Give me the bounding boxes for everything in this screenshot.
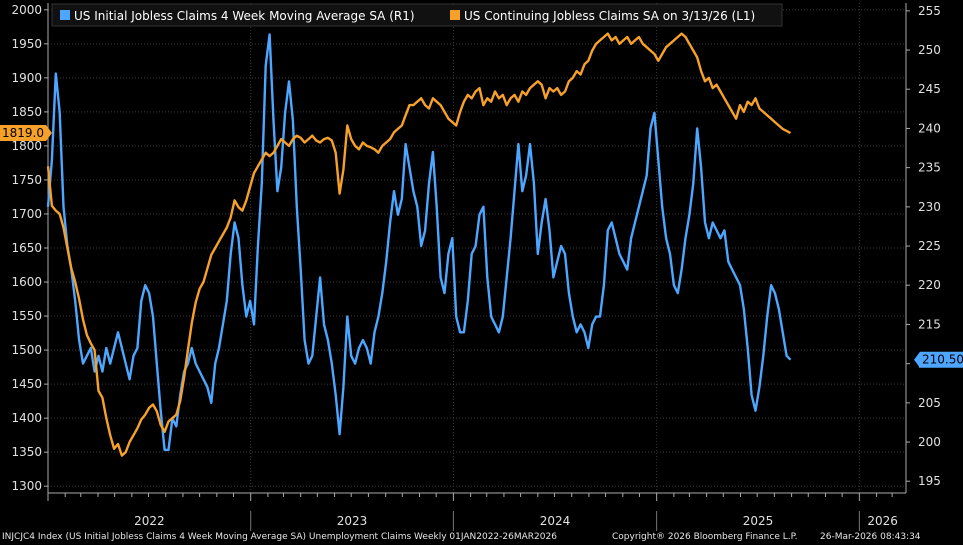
left-tick-label: 1750 [11,173,42,187]
right-last-value-text: 210.500 [922,353,963,367]
chart-svg: 1300 1350 1400 1450 1500 1550 1600 1650 1700 1750… [0,3,963,531]
year-label: 2024 [540,514,571,528]
right-tick-label: 225 [918,239,941,253]
left-tick-label: 1450 [11,377,42,391]
footer-source-text: INJCJC4 Index (US Initial Jobless Claims… [2,532,557,542]
year-label: 2026 [867,514,898,528]
right-tick-label: 235 [918,161,941,175]
left-last-value-pointer [46,124,52,141]
footer-bar: INJCJC4 Index (US Initial Jobless Claims… [0,531,963,545]
legend-label-continuing: US Continuing Jobless Claims SA on 3/13/… [464,9,755,23]
left-tick-label: 1900 [11,71,42,85]
right-tick-label: 220 [918,278,941,292]
right-tick-label: 250 [918,43,941,57]
right-tick-label: 200 [918,435,941,449]
initial-claims-line [46,33,792,452]
continuing-claims-line [46,32,792,457]
left-tick-label: 1500 [11,343,42,357]
footer-copyright: Copyright® 2026 Bloomberg Finance L.P. [612,532,798,542]
left-tick-label: 1600 [11,275,42,289]
right-tick-label: 195 [918,474,941,488]
right-tick-label: 255 [918,4,941,18]
right-tick-label: 240 [918,121,941,135]
left-tick-label: 1300 [11,479,42,493]
legend-label-initial: US Initial Jobless Claims 4 Week Moving … [74,9,415,23]
legend-box [51,3,783,27]
right-last-value-badge [914,351,963,368]
legend-swatch-initial [60,10,70,20]
left-tick-label: 1950 [11,37,42,51]
left-tick-label: 1800 [11,139,42,153]
left-tick-label: 1550 [11,309,42,323]
left-tick-label: 1700 [11,207,42,221]
footer-timestamp: 26-Mar-2026 08:43:34 [820,532,921,542]
year-label: 2022 [134,514,165,528]
right-tick-label: 245 [918,82,941,96]
right-tick-label: 205 [918,396,941,410]
left-last-value-badge [0,124,46,141]
left-tick-label: 1400 [11,411,42,425]
left-tick-label: 1850 [11,105,42,119]
right-tick-label: 230 [918,200,941,214]
right-tick-label: 215 [918,317,941,331]
legend-swatch-continuing [450,10,460,20]
left-tick-label: 2000 [11,3,42,17]
year-label: 2023 [337,514,368,528]
year-label: 2025 [743,514,774,528]
left-tick-label: 1650 [11,241,42,255]
left-last-value-text: 1819.0 [2,126,44,140]
left-tick-label: 1350 [11,445,42,459]
